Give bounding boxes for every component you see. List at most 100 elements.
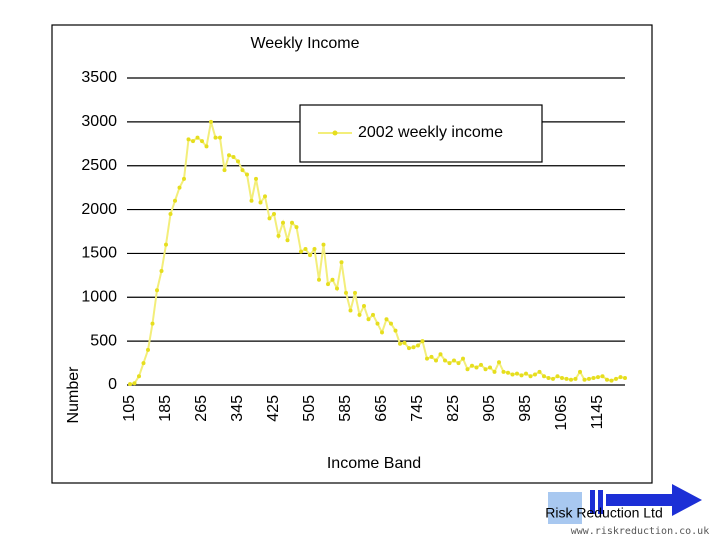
data-point	[249, 198, 254, 203]
data-point	[465, 367, 470, 372]
data-point	[204, 144, 209, 149]
logo-box	[548, 492, 582, 524]
data-point	[308, 253, 312, 258]
company-name: Risk Reduction Ltd	[545, 505, 663, 521]
legend-label: 2002 weekly income	[358, 124, 503, 141]
data-point	[474, 365, 479, 370]
data-point	[137, 374, 141, 379]
x-tick-label: 905	[481, 395, 498, 422]
data-point	[236, 159, 240, 164]
data-point	[254, 176, 258, 181]
data-point	[353, 290, 357, 295]
y-tick-label: 1000	[81, 289, 117, 306]
data-point	[600, 374, 605, 379]
data-point	[339, 260, 344, 265]
data-point	[281, 220, 285, 225]
data-point	[294, 225, 299, 230]
data-point	[272, 211, 276, 216]
data-point	[425, 356, 429, 361]
data-point	[524, 371, 528, 376]
data-point	[447, 361, 452, 366]
data-point	[492, 369, 497, 374]
data-point	[132, 381, 137, 386]
data-point	[200, 139, 204, 144]
data-point	[168, 211, 173, 216]
x-tick-label: 505	[301, 395, 318, 422]
data-point	[182, 176, 186, 181]
data-point	[173, 198, 177, 203]
data-point	[560, 375, 564, 380]
data-point	[384, 317, 389, 322]
data-point	[587, 376, 591, 381]
plot: 0 500 1000 1500 2000 2500 3000 3500 105 185 265 345…	[81, 69, 627, 431]
data-point	[582, 377, 587, 382]
data-point	[366, 317, 371, 322]
data-point	[420, 339, 425, 344]
data-point	[209, 119, 213, 124]
data-point	[564, 376, 569, 381]
data-point	[393, 328, 398, 333]
x-tick-label: 185	[157, 395, 174, 422]
data-point	[434, 358, 438, 363]
data-point	[497, 360, 501, 365]
logo-bar	[590, 490, 595, 514]
data-point	[519, 373, 524, 378]
data-point	[371, 312, 375, 317]
x-axis-label: Income Band	[327, 455, 421, 472]
y-tick-label: 0	[108, 376, 117, 393]
data-point	[546, 375, 551, 380]
data-point	[402, 340, 407, 345]
y-axis-label: Number	[65, 366, 82, 424]
data-point	[303, 247, 308, 252]
data-point	[506, 370, 510, 375]
data-point	[618, 375, 623, 380]
chart-title: Weekly Income	[250, 35, 359, 52]
data-point	[159, 268, 164, 273]
data-point	[515, 371, 519, 376]
x-tick-label: 745	[409, 395, 426, 422]
data-point	[483, 367, 488, 372]
data-point	[380, 330, 384, 335]
data-point	[470, 363, 474, 368]
data-point	[357, 312, 362, 317]
data-point	[537, 369, 542, 374]
data-point	[411, 345, 416, 350]
data-point	[317, 277, 321, 282]
data-point	[533, 372, 537, 377]
x-tick-label: 425	[265, 395, 282, 422]
data-point	[573, 376, 578, 381]
data-point	[195, 135, 200, 140]
data-point	[348, 308, 353, 313]
data-point	[510, 372, 515, 377]
data-point	[375, 321, 380, 326]
data-point	[614, 376, 618, 381]
x-tick-label: 1145	[589, 395, 606, 430]
data-point	[551, 376, 555, 381]
data-point	[155, 288, 159, 293]
x-tick-label: 265	[193, 395, 210, 422]
data-point	[276, 233, 281, 238]
data-point	[578, 369, 582, 374]
x-tick-label: 985	[517, 395, 534, 422]
y-tick-label: 3500	[81, 69, 117, 86]
data-point	[218, 135, 222, 140]
data-point	[416, 343, 420, 348]
data-point	[299, 249, 303, 254]
x-tick-label: 105	[121, 395, 138, 422]
logo-bar	[598, 490, 603, 514]
y-tick-label: 500	[90, 332, 117, 349]
data-point	[312, 247, 317, 252]
data-point	[263, 194, 267, 199]
x-tick-label: 1065	[553, 395, 570, 431]
data-point	[569, 377, 573, 382]
data-point	[443, 358, 447, 363]
data-point	[591, 375, 596, 380]
data-point	[609, 378, 614, 383]
data-point	[555, 374, 560, 379]
data-point	[528, 374, 533, 379]
data-point	[479, 362, 483, 367]
data-point	[191, 139, 195, 144]
data-point	[452, 358, 456, 363]
